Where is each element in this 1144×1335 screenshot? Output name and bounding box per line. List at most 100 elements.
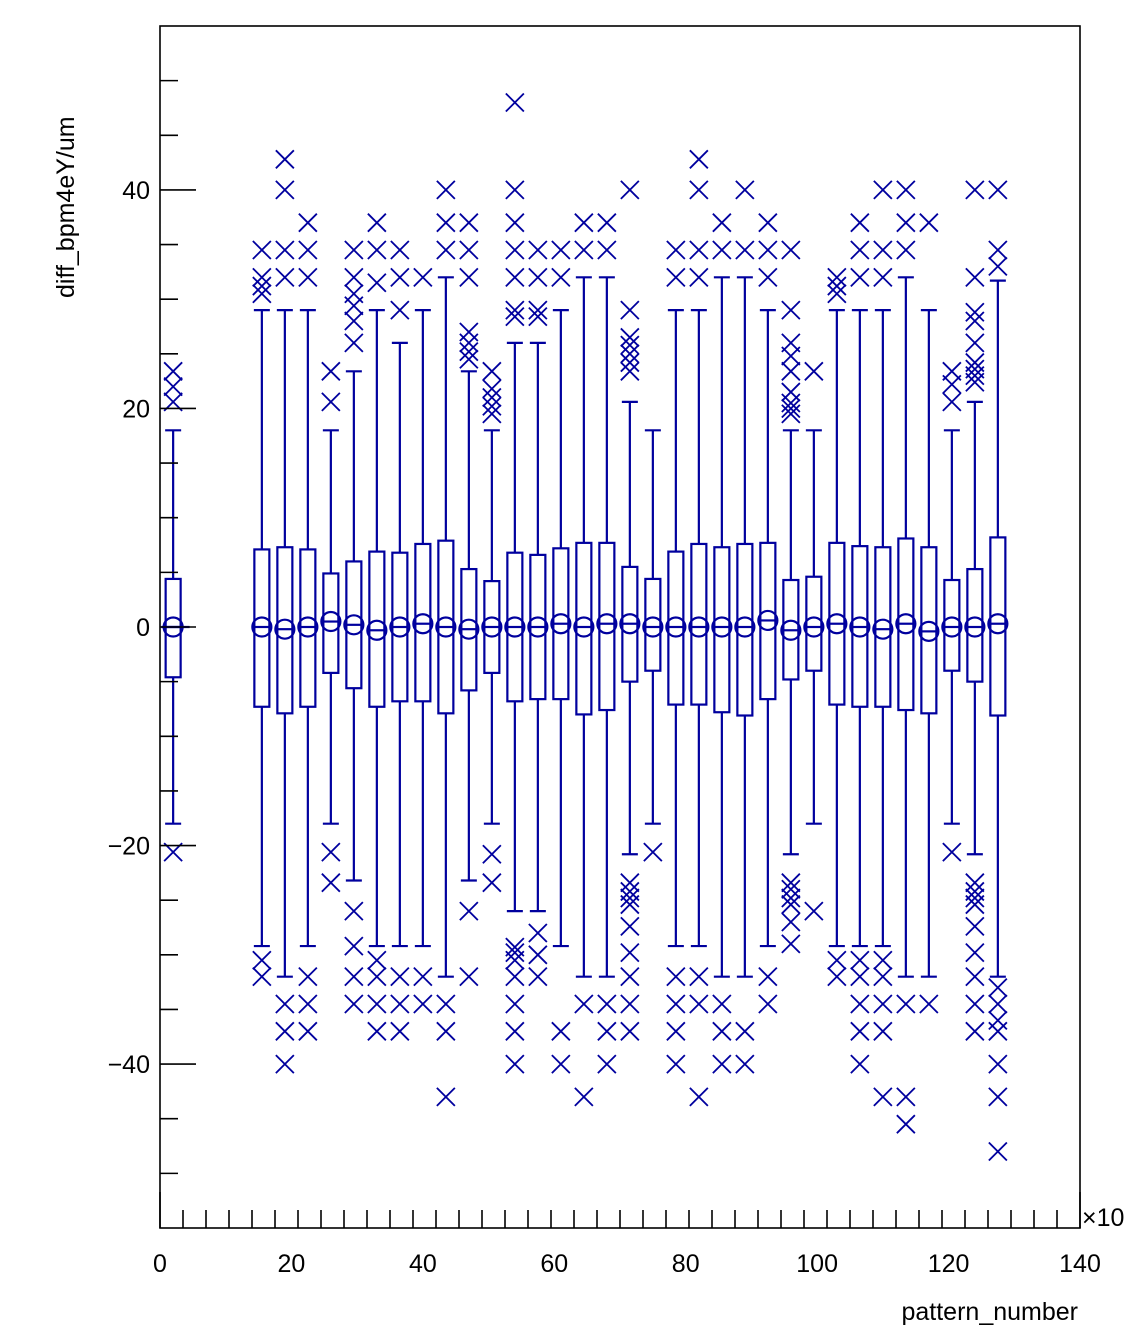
outlier-marker [252,967,272,987]
outlier-stroke [781,382,801,402]
outlier-stroke [298,213,318,233]
outlier-marker [689,967,709,987]
outlier-marker [896,1114,916,1134]
x-tick-label: 40 [409,1250,437,1278]
outlier-marker [620,873,640,893]
outlier-marker [459,333,479,353]
outlier-marker [850,267,870,287]
y-tick-label: −40 [108,1051,150,1079]
outlier-marker [574,1087,594,1107]
outlier-marker [919,213,939,233]
outlier-marker [275,180,295,200]
outlier-marker [344,967,364,987]
outlier-stroke [620,180,640,200]
box-group [527,341,549,913]
outlier-marker [873,180,893,200]
box-group [642,429,664,825]
outlier-stroke [597,213,617,233]
outlier-stroke [735,1054,755,1074]
outlier-marker [459,213,479,233]
outlier-marker [827,950,847,970]
iqr-box [644,577,662,672]
outlier-marker [574,213,594,233]
outlier-stroke [850,967,870,987]
outlier-marker [988,1087,1008,1107]
outlier-marker [689,149,709,169]
outlier-marker [896,1087,916,1107]
outlier-marker [528,923,548,943]
outlier-marker [988,1054,1008,1074]
outlier-marker [275,240,295,260]
outlier-stroke [942,842,962,862]
outlier-stroke [505,267,525,287]
outlier-stroke [252,267,272,287]
y-tick-label: −20 [108,833,150,861]
outlier-stroke [344,994,364,1014]
outlier-stroke [827,950,847,970]
outlier-stroke [712,1021,732,1041]
outlier-stroke [275,1054,295,1074]
outlier-marker [528,967,548,987]
outlier-stroke [620,881,640,902]
outlier-marker [758,213,778,233]
outlier-marker [482,873,502,893]
outlier-stroke [827,276,847,296]
outlier-marker [344,936,364,956]
outlier-stroke [367,273,387,293]
outlier-marker [275,994,295,1014]
outlier-stroke [367,213,387,233]
outlier-marker [735,1021,755,1041]
outlier-marker [505,92,525,113]
mean-marker [711,616,733,638]
outlier-stroke [344,311,364,331]
x-tick-label: 80 [672,1250,700,1278]
outlier-stroke [459,341,479,362]
outlier-stroke [896,240,916,260]
outlier-stroke [666,994,686,1014]
axes-layer: 0 20 40 60 80 100 120 140 −40 −20 0 20 40 [108,79,1101,1278]
outlier-stroke [367,240,387,260]
outlier-stroke [965,881,985,902]
outlier-marker [505,213,525,233]
outlier-stroke [436,1021,456,1041]
outlier-marker [712,213,732,233]
outlier-stroke [390,240,410,260]
outlier-stroke [482,387,502,408]
outlier-stroke [505,307,525,327]
outlier-stroke [298,1021,318,1041]
outlier-marker [965,359,985,379]
outlier-stroke [344,967,364,987]
outlier-marker [620,1021,640,1041]
outlier-stroke [965,333,985,353]
outlier-stroke [712,213,732,233]
box-group [734,276,756,978]
outlier-marker [965,1021,985,1041]
box-group [573,276,595,978]
x-tick-label: 120 [928,1250,970,1278]
outlier-marker [965,302,985,322]
outlier-marker [436,180,456,200]
outlier-stroke [965,311,985,331]
outlier-stroke [735,240,755,260]
box-group [780,429,802,856]
outlier-marker [781,912,801,932]
outlier-stroke [482,379,502,399]
outlier-marker [781,894,801,915]
outlier-stroke [574,1087,594,1107]
outlier-marker [482,387,502,408]
outlier-stroke [965,267,985,287]
outlier-stroke [965,888,985,908]
outlier-stroke [551,267,571,287]
mean-marker [619,613,641,635]
mean-marker [389,616,411,638]
outlier-stroke [666,240,686,260]
mean-marker [872,618,894,640]
outlier-marker [712,994,732,1014]
x-axis-multiplier: ×10 [1082,1204,1124,1232]
mean-marker [941,616,963,638]
outlier-stroke [344,284,364,304]
outlier-marker [988,1010,1008,1031]
outlier-marker [781,361,801,381]
outlier-marker [620,967,640,987]
